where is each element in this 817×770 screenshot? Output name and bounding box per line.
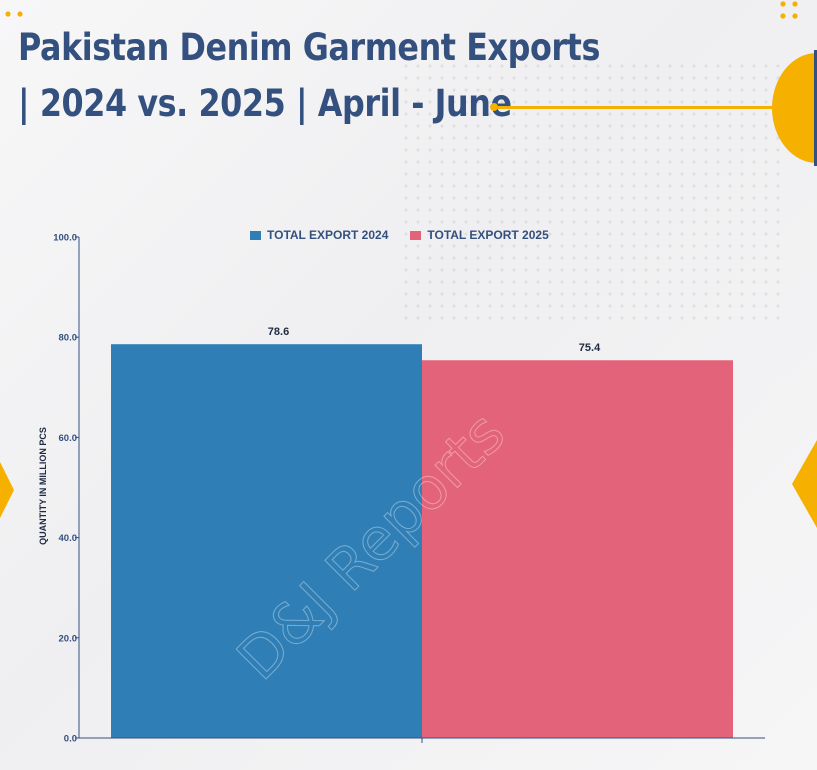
left-chevron-decoration bbox=[0, 462, 14, 518]
title-line-1: Pakistan Denim Garment Exports bbox=[18, 26, 600, 69]
chart-legend: TOTAL EXPORT 2024 TOTAL EXPORT 2025 bbox=[250, 228, 549, 242]
y-tick-label: 100.0 bbox=[53, 233, 77, 244]
bar-total-export-2024 bbox=[111, 344, 422, 738]
y-tick-label: 20.0 bbox=[59, 633, 78, 644]
legend-swatch-2025 bbox=[410, 230, 422, 240]
data-label-total-export-2024: 78.6 bbox=[268, 326, 289, 338]
legend-item-2024: TOTAL EXPORT 2024 bbox=[250, 228, 388, 242]
legend-swatch-2024 bbox=[250, 230, 261, 240]
y-tick-label: 80.0 bbox=[59, 333, 78, 344]
y-axis-title: QUANTITY IN MILLION PCS bbox=[38, 427, 48, 545]
legend-label-2024: TOTAL EXPORT 2024 bbox=[267, 228, 389, 242]
title-line-2: | 2024 vs. 2025 | April - June bbox=[18, 82, 512, 125]
data-label-total-export-2025: 75.4 bbox=[579, 342, 601, 354]
y-tick-label: 40.0 bbox=[59, 533, 78, 544]
title-accent-line bbox=[495, 106, 780, 109]
legend-label-2025: TOTAL EXPORT 2025 bbox=[427, 228, 549, 242]
right-chevron-decoration bbox=[792, 440, 817, 528]
corner-dots-top-right bbox=[780, 1, 798, 19]
title-accent-dot bbox=[490, 103, 498, 111]
legend-item-2025: TOTAL EXPORT 2025 bbox=[410, 228, 549, 242]
bar-total-export-2025 bbox=[422, 360, 733, 738]
dot-pattern-decoration bbox=[400, 60, 780, 320]
corner-dots-top-left bbox=[5, 11, 23, 17]
y-tick-label: 0.0 bbox=[64, 734, 77, 745]
half-circle-right-decoration bbox=[772, 50, 817, 166]
page-title: Pakistan Denim Garment Exports | 2024 vs… bbox=[18, 20, 600, 132]
y-tick-label: 60.0 bbox=[59, 433, 78, 444]
